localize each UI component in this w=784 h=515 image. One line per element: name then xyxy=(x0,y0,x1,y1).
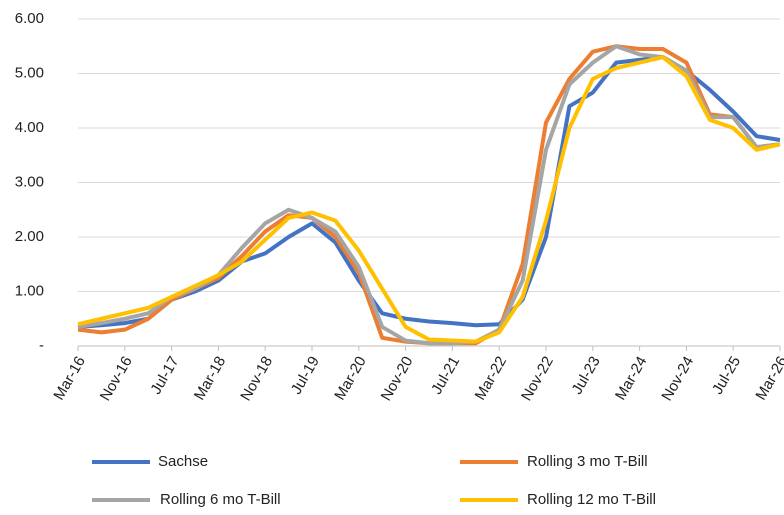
y-tick-label: 4.00 xyxy=(15,119,44,136)
x-tick-label: Mar-24 xyxy=(612,353,650,403)
legend-label: Rolling 3 mo T-Bill xyxy=(527,453,648,470)
series-line xyxy=(77,44,781,346)
x-tick-label: Mar-18 xyxy=(191,353,229,403)
legend-label: Sachse xyxy=(158,453,208,470)
series-line xyxy=(77,55,781,329)
x-tick-label: Jul-21 xyxy=(428,353,463,397)
y-tick-label: 2.00 xyxy=(15,228,44,245)
x-tick-label: Nov-20 xyxy=(378,353,417,403)
x-tick-label: Mar-20 xyxy=(331,353,369,403)
series-line xyxy=(77,55,781,344)
x-tick-label: Jul-17 xyxy=(147,353,182,397)
y-tick-label: 6.00 xyxy=(15,10,44,27)
x-tick-label: Jul-19 xyxy=(288,353,323,397)
x-tick-label: Mar-16 xyxy=(50,353,88,403)
legend-label: Rolling 6 mo T-Bill xyxy=(160,491,281,508)
y-tick-label: 5.00 xyxy=(15,64,44,81)
series-line xyxy=(77,44,781,346)
y-tick-label: 1.00 xyxy=(15,282,44,299)
y-tick-label: 3.00 xyxy=(15,173,44,190)
x-tick-label: Nov-22 xyxy=(518,353,557,403)
x-tick-label: Nov-24 xyxy=(658,353,697,403)
x-tick-label: Mar-26 xyxy=(752,353,784,403)
x-tick-label: Nov-18 xyxy=(237,353,276,403)
x-tick-label: Jul-25 xyxy=(709,353,744,397)
y-tick-label: - xyxy=(39,337,44,354)
x-tick-label: Nov-16 xyxy=(97,353,136,403)
x-tick-label: Mar-22 xyxy=(472,353,510,403)
x-tick-label: Jul-23 xyxy=(569,353,604,397)
legend-label: Rolling 12 mo T-Bill xyxy=(527,491,656,508)
